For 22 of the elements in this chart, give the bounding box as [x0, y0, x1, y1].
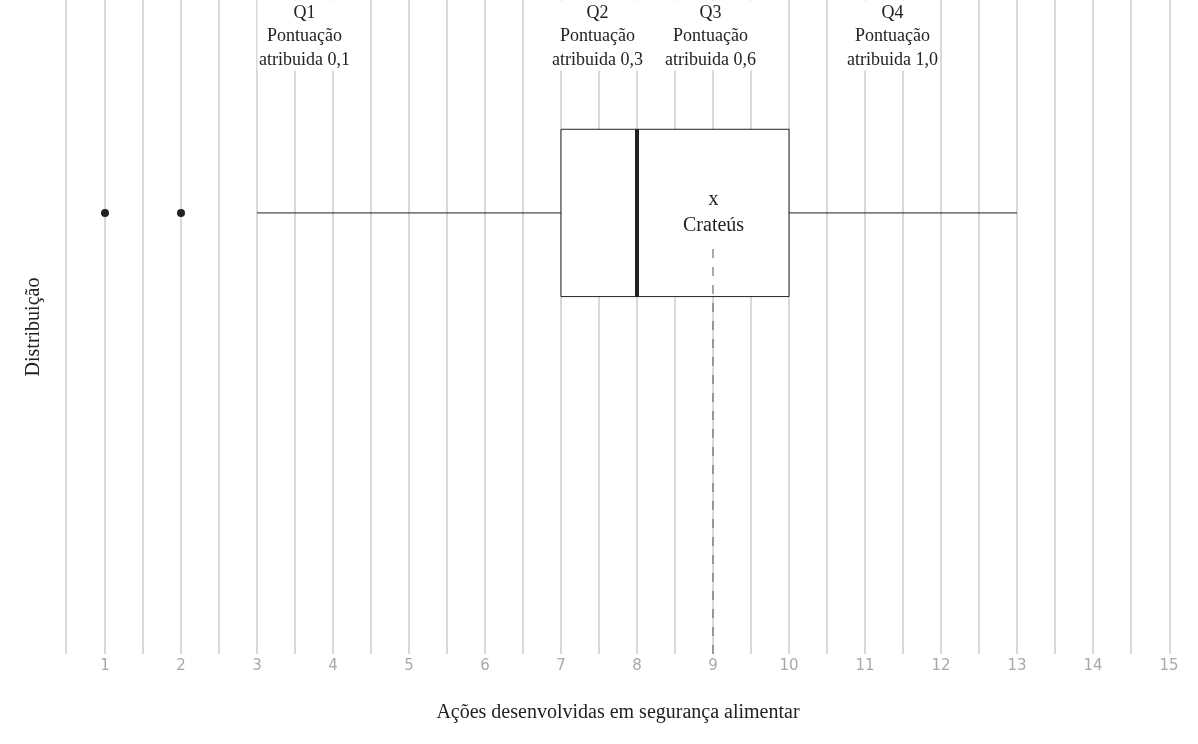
annotation: Q2 Pontuação atribuida 0,3 — [552, 2, 643, 69]
annotation: Q3 Pontuação atribuida 0,6 — [665, 2, 756, 69]
x-axis-title: Ações desenvolvidas em segurança alimentar — [436, 699, 800, 723]
x-tick-label: 14 — [1083, 656, 1103, 674]
annotation: Q4 Pontuação atribuida 1,0 — [847, 2, 938, 69]
x-tick-label: 3 — [252, 656, 262, 674]
x-tick-label: 9 — [708, 656, 718, 674]
x-tick-label: 10 — [779, 656, 799, 674]
annotation: Q1 Pontuação atribuida 0,1 — [259, 2, 350, 69]
x-tick-label: 7 — [556, 656, 566, 674]
y-axis-title: Distribuição — [21, 277, 45, 377]
x-tick-label: 1 — [100, 656, 110, 674]
x-tick-label: 5 — [404, 656, 414, 674]
x-tick-label: 4 — [328, 656, 338, 674]
x-tick-label: 6 — [480, 656, 490, 674]
x-tick-label: 13 — [1007, 656, 1027, 674]
ref-line-label: x Crateús — [683, 187, 745, 235]
x-tick-label: 8 — [632, 656, 642, 674]
x-tick-label: 12 — [931, 656, 951, 674]
x-tick-label: 2 — [176, 656, 186, 674]
x-tick-label: 11 — [855, 656, 875, 674]
x-tick-label: 15 — [1159, 656, 1179, 674]
